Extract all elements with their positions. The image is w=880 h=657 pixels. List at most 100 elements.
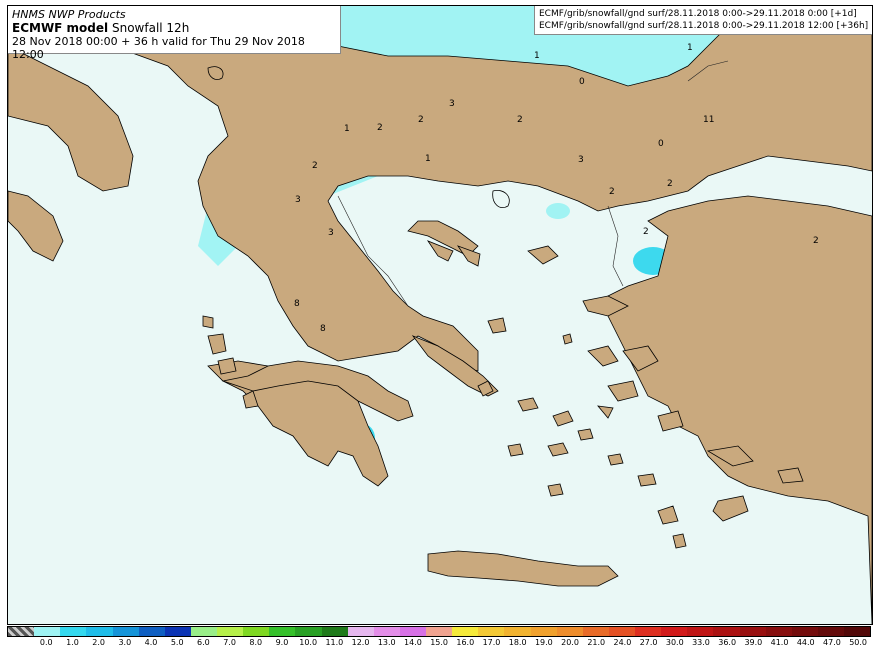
legend-swatch xyxy=(608,627,635,636)
legend-swatch xyxy=(295,627,322,636)
legend-swatch xyxy=(399,627,426,636)
legend-label: 17.0 xyxy=(482,638,501,647)
legend-label: 5.0 xyxy=(170,638,184,647)
legend-swatch-nodata xyxy=(8,627,35,636)
legend-swatches xyxy=(7,626,871,637)
legend-swatch xyxy=(373,627,400,636)
legend-swatch xyxy=(190,627,217,636)
legend-swatch xyxy=(138,627,165,636)
contour-label: 2 xyxy=(377,123,383,133)
legend-swatch xyxy=(112,627,139,636)
legend-label: 39.0 xyxy=(744,638,763,647)
contour-label: 0 xyxy=(658,139,664,149)
legend-swatch xyxy=(164,627,191,636)
contour-label: 3 xyxy=(578,155,584,165)
legend-label: 2.0 xyxy=(92,638,106,647)
legend-label: 30.0 xyxy=(665,638,684,647)
contour-label: 1 xyxy=(344,124,350,134)
legend-swatch xyxy=(60,627,87,636)
legend-label: 13.0 xyxy=(377,638,396,647)
contour-label: 3 xyxy=(449,99,455,109)
contour-label: 2 xyxy=(312,161,318,171)
legend-label: 41.0 xyxy=(770,638,789,647)
legend-swatch xyxy=(844,627,871,636)
legend-swatch xyxy=(321,627,348,636)
color-legend: 0.0 1.0 2.0 3.0 4.0 5.0 6.0 7.0 8.0 9.0 10.0 11.0 12… xyxy=(7,626,871,656)
legend-label: 1.0 xyxy=(66,638,79,647)
legend-swatch xyxy=(765,627,792,636)
legend-label: 44.0 xyxy=(796,638,815,647)
legend-swatch xyxy=(243,627,270,636)
legend-swatch xyxy=(34,627,61,636)
contour-label: 3 xyxy=(328,228,334,238)
legend-label: 8.0 xyxy=(249,638,263,647)
legend-label: 36.0 xyxy=(718,638,737,647)
contour-label: 2 xyxy=(667,179,673,189)
legend-swatch xyxy=(452,627,479,636)
land xyxy=(8,6,872,624)
contour-label: 2 xyxy=(418,115,424,125)
contour-label: 11 xyxy=(703,115,714,125)
legend-label: 15.0 xyxy=(430,638,448,647)
validity-label: 28 Nov 2018 00:00 + 36 h valid for Thu 2… xyxy=(12,35,305,61)
legend-swatch xyxy=(713,627,740,636)
legend-swatch xyxy=(556,627,583,636)
snowfall-map: 1 1 0 3 2 2 1 2 11 0 3 2 2 2 3 3 2 2 8 8… xyxy=(8,6,872,624)
legend-swatch xyxy=(347,627,374,636)
legend-swatch xyxy=(661,627,688,636)
legend-label: 9.0 xyxy=(275,638,289,647)
contour-label: 1 xyxy=(687,43,693,53)
contour-label: 2 xyxy=(517,115,523,125)
borders xyxy=(337,60,729,307)
legend-label: 0.0 xyxy=(39,638,53,647)
legend-label: 20.0 xyxy=(561,638,579,647)
legend-swatch xyxy=(504,627,531,636)
source-box: ECMF/grib/snowfall/gnd surf/28.11.2018 0… xyxy=(534,6,872,35)
legend-label: 6.0 xyxy=(197,638,210,647)
legend-label: 16.0 xyxy=(456,638,475,647)
provider-label: HNMS NWP Products xyxy=(12,8,126,21)
legend-swatch xyxy=(817,627,844,636)
contour-label: 2 xyxy=(643,227,649,237)
legend-label: 10.0 xyxy=(299,638,318,647)
legend-swatch xyxy=(86,627,113,636)
legend-swatch xyxy=(530,627,557,636)
title-box: HNMS NWP Products ECMWF model Snowfall 1… xyxy=(8,6,341,61)
legend-label: 4.0 xyxy=(144,638,158,647)
legend-swatch xyxy=(739,627,766,636)
legend-label: 33.0 xyxy=(692,638,710,647)
legend-label-spacer xyxy=(7,637,33,648)
contour-label: 1 xyxy=(425,154,431,164)
legend-label: 7.0 xyxy=(223,638,236,647)
legend-swatch xyxy=(478,627,505,636)
legend-swatch xyxy=(791,627,818,636)
legend-label: 3.0 xyxy=(118,638,132,647)
source-line-2: ECMF/grib/snowfall/gnd surf/28.11.2018 0… xyxy=(539,21,869,31)
contour-labels: 1 1 0 3 2 2 1 2 11 0 3 2 2 2 3 3 2 2 8 8… xyxy=(294,43,819,334)
product-name: Snowfall 12h xyxy=(111,21,190,35)
model-name: ECMWF model xyxy=(12,21,109,35)
legend-label: 12.0 xyxy=(351,638,370,647)
legend-label: 47.0 xyxy=(823,638,841,647)
legend-swatch xyxy=(687,627,714,636)
legend-swatch xyxy=(217,627,244,636)
legend-swatch xyxy=(635,627,662,636)
legend-swatch xyxy=(269,627,296,636)
contour-label: 0 xyxy=(579,77,585,87)
legend-labels: 0.0 1.0 2.0 3.0 4.0 5.0 6.0 7.0 8.0 9.0 10.0 11.0 12… xyxy=(7,637,871,648)
contour-label: 2 xyxy=(813,236,819,246)
legend-label: 18.0 xyxy=(508,638,527,647)
contour-label: 8 xyxy=(320,324,326,334)
legend-label: 24.0 xyxy=(613,638,632,647)
model-title: ECMWF model Snowfall 12h xyxy=(12,21,336,35)
legend-swatch xyxy=(582,627,609,636)
legend-label: 14.0 xyxy=(404,638,422,647)
legend-label: 21.0 xyxy=(587,638,606,647)
legend-label: 27.0 xyxy=(639,638,658,647)
source-line-1: ECMF/grib/snowfall/gnd surf/28.11.2018 0… xyxy=(539,9,857,19)
legend-label: 11.0 xyxy=(325,638,344,647)
legend-label: 50.0 xyxy=(849,638,867,647)
map-frame: 1 1 0 3 2 2 1 2 11 0 3 2 2 2 3 3 2 2 8 8… xyxy=(7,5,873,625)
legend-label: 19.0 xyxy=(534,638,553,647)
contour-label: 1 xyxy=(534,51,540,61)
